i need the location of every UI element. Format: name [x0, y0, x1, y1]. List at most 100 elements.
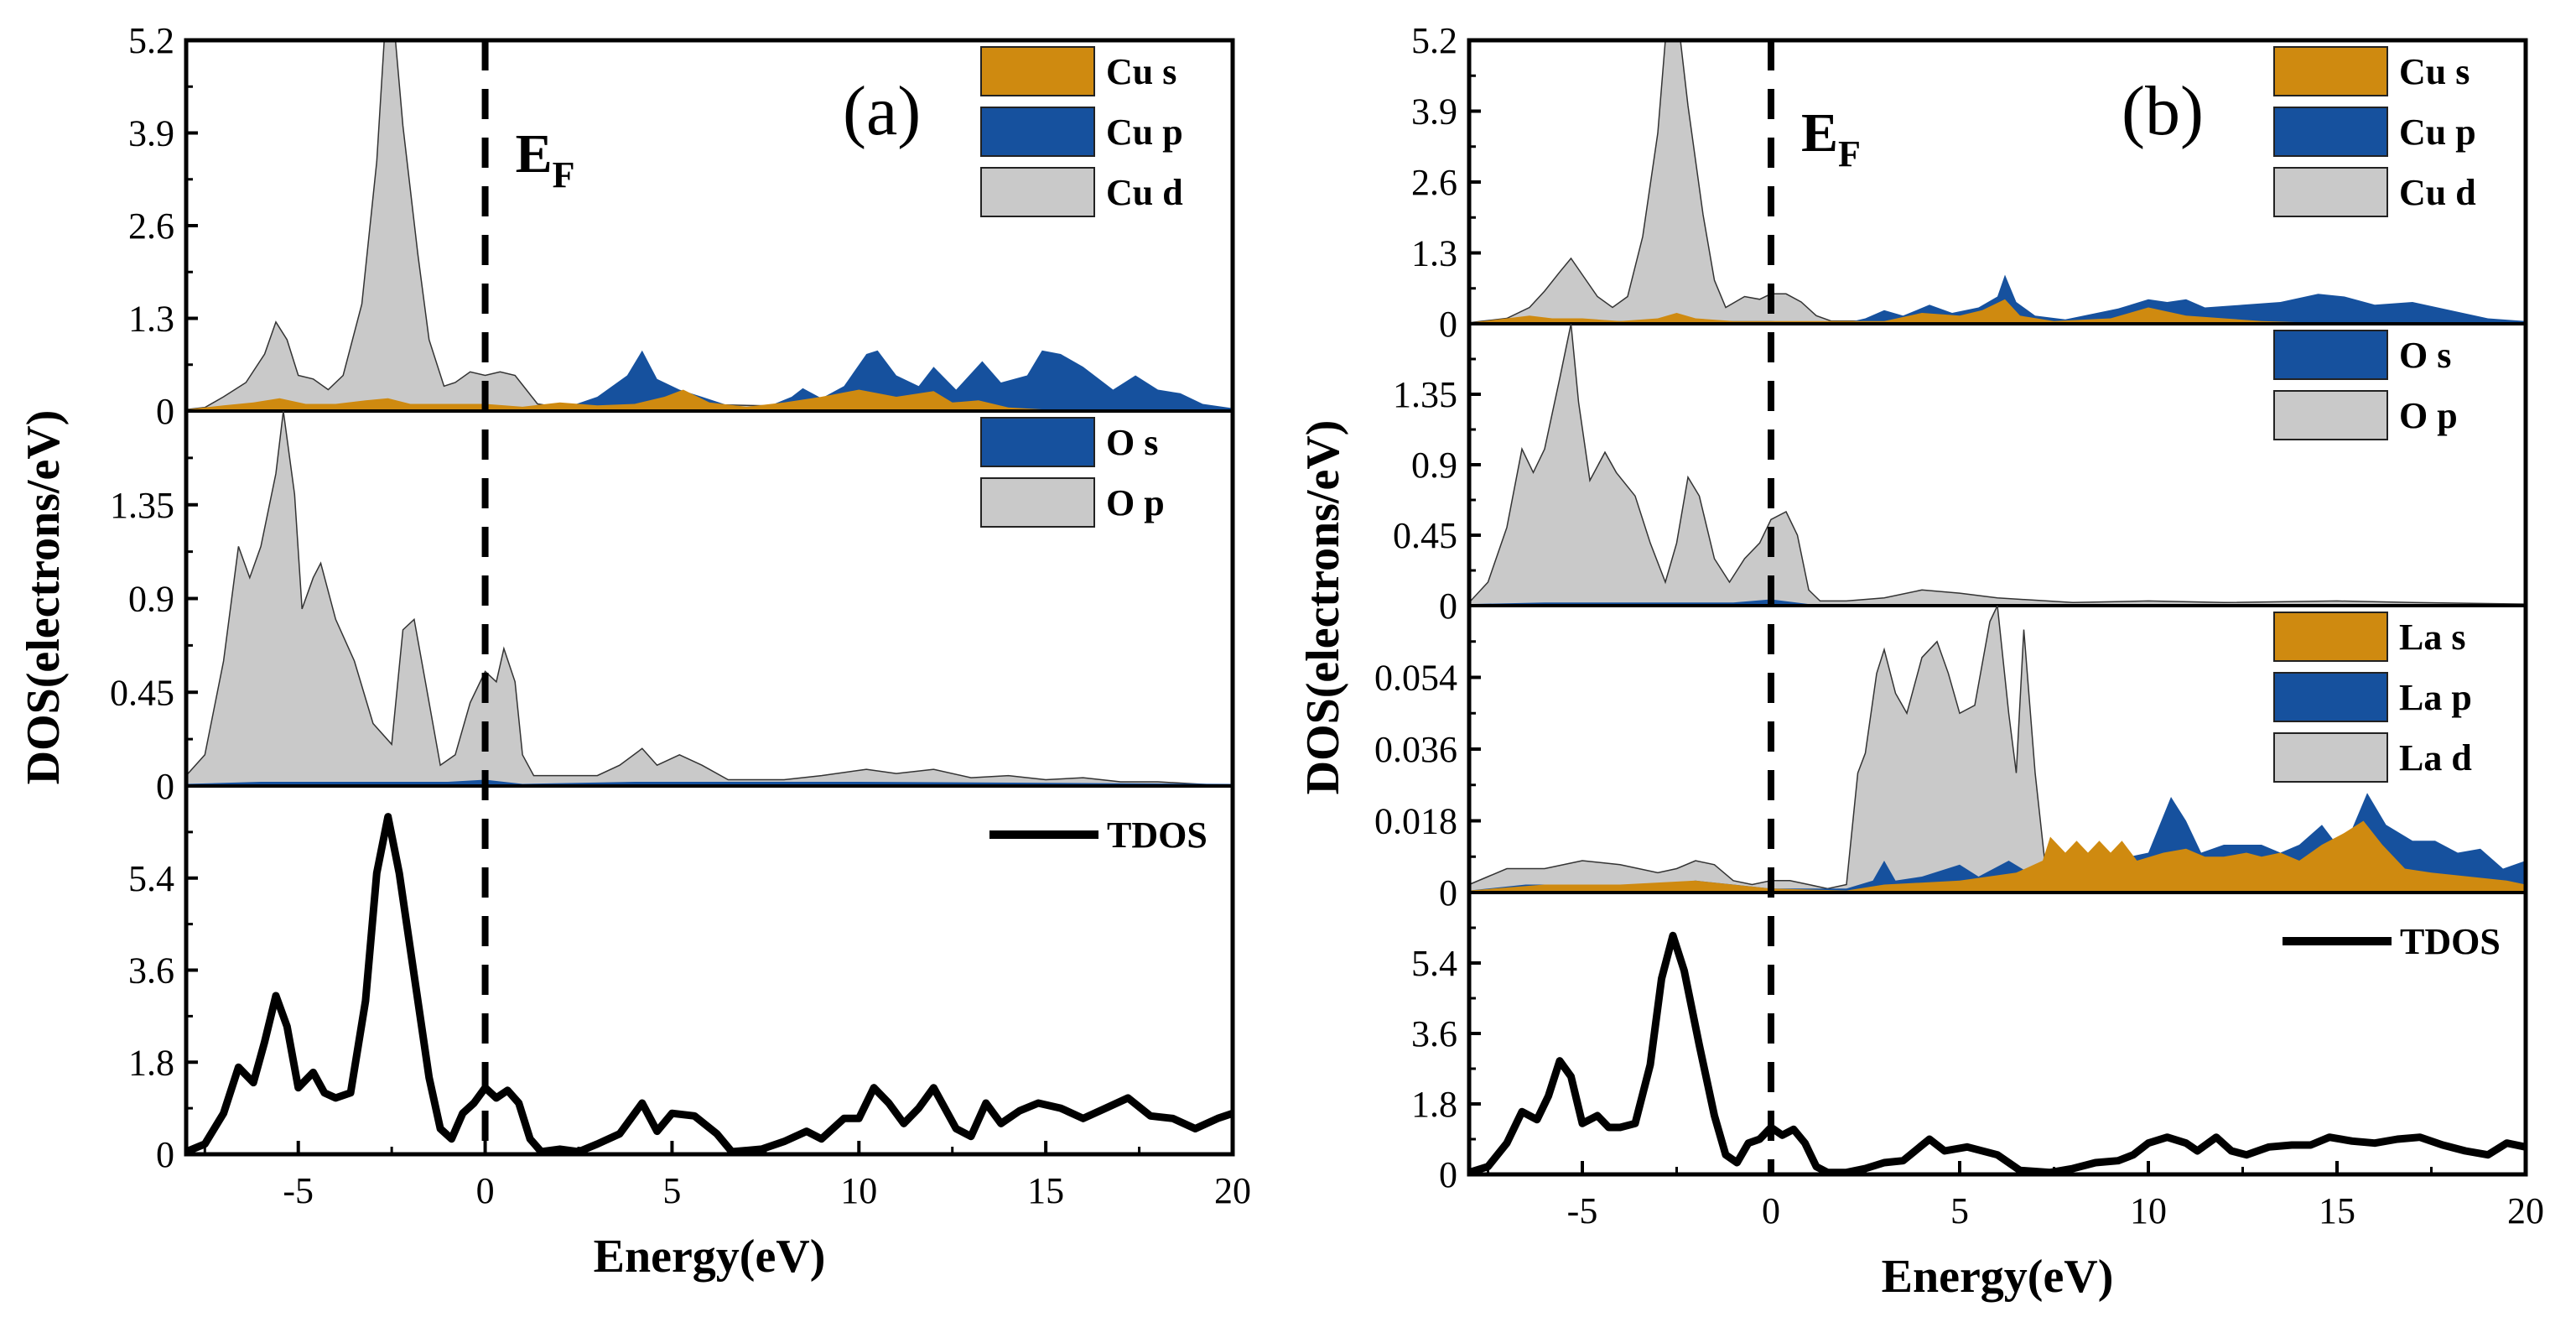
- panel-label: (b): [2122, 72, 2204, 150]
- ytick-label: 2.6: [128, 206, 174, 247]
- area-o-p: [186, 411, 1233, 786]
- ytick-label: 0.036: [1374, 729, 1457, 770]
- legend-swatch: [2273, 732, 2388, 783]
- ytick-label: 0.9: [128, 579, 174, 620]
- area-cu-s: [1469, 299, 2526, 324]
- xtick-label: -5: [283, 1170, 314, 1211]
- legend-label: Cu p: [1106, 112, 1183, 153]
- ytick-label: 0.054: [1374, 658, 1457, 699]
- xtick-label: 0: [1762, 1190, 1780, 1231]
- subplot-tdos: 0 1.8 3.6 5.4 TDOS: [128, 813, 1233, 1175]
- ytick-label: 0: [1439, 872, 1457, 914]
- legend-label: Cu d: [2399, 172, 2476, 213]
- area-cu-s: [186, 389, 1233, 411]
- legend-cu: Cu s Cu p Cu d: [2273, 46, 2476, 217]
- xtick-label: -5: [1567, 1190, 1598, 1231]
- legend-swatch: [980, 477, 1095, 528]
- legend-swatch: [980, 417, 1095, 467]
- ytick-label: 3.6: [1411, 1013, 1457, 1054]
- ytick-label: 5.4: [1411, 943, 1457, 984]
- area-cu-p: [1469, 274, 2526, 324]
- legend-o: O s O p: [980, 417, 1165, 528]
- legend-label: TDOS: [2400, 921, 2501, 962]
- ytick-label: 5.4: [128, 858, 174, 899]
- ytick-label: 3.6: [128, 950, 174, 992]
- xtick-label: 20: [2507, 1190, 2544, 1231]
- legend-tdos: TDOS: [2283, 921, 2501, 962]
- ytick-label: 1.3: [128, 299, 174, 340]
- ytick-label: 0.018: [1374, 801, 1457, 842]
- fermi-label-main: E: [1801, 102, 1838, 164]
- legend-cu: Cu s Cu p Cu d: [980, 46, 1183, 217]
- legend-swatch: [2273, 107, 2388, 157]
- legend-swatch: [2273, 390, 2388, 440]
- legend-label: Cu p: [2399, 112, 2476, 153]
- legend-label: TDOS: [1107, 815, 1208, 856]
- xtick-label: 5: [662, 1170, 681, 1211]
- ytick-label: 0: [1439, 1154, 1457, 1195]
- legend-label: La d: [2399, 737, 2472, 778]
- ytick-label: 0: [156, 766, 174, 807]
- series-group: [186, 813, 1233, 1154]
- ytick-label: 5.2: [128, 20, 174, 61]
- legend-label: O p: [1106, 482, 1165, 523]
- legend-label: Cu d: [1106, 172, 1183, 213]
- panel-b: 0 1.3 2.6 3.9 5.2 Cu s Cu p Cu d 0 0.45 0.9 1.35 O s…: [1297, 20, 2544, 1303]
- area-cu-p: [186, 350, 1233, 411]
- xtick-label: 10: [2130, 1190, 2167, 1231]
- ytick-label: 1.35: [110, 485, 174, 526]
- series-group: [186, 411, 1233, 786]
- ytick-label: 1.8: [1411, 1084, 1457, 1125]
- tdos-line: [186, 813, 1233, 1154]
- panel-label: (a): [843, 72, 921, 150]
- tdos-line: [1469, 931, 2526, 1174]
- series-group: [1469, 606, 2526, 893]
- series-group: [1469, 931, 2526, 1174]
- fermi-label-main: E: [516, 123, 553, 185]
- ytick-label: 3.9: [128, 113, 174, 154]
- subplot-o: 0 0.45 0.9 1.35 O s O p: [110, 411, 1233, 807]
- fermi-label-sub: F: [553, 154, 575, 195]
- ytick-label: 1.35: [1393, 374, 1457, 415]
- subplot-tdos: 0 1.8 3.6 5.4 TDOS: [1411, 921, 2526, 1195]
- ytick-label: 0: [156, 1134, 174, 1175]
- area-la-d: [1469, 606, 2526, 893]
- legend-swatch: [2273, 46, 2388, 96]
- ytick-label: 1.3: [1411, 233, 1457, 274]
- subplot-la: 0 0.018 0.036 0.054 La s La p La d: [1374, 606, 2526, 914]
- legend-o: O s O p: [2273, 330, 2458, 440]
- ytick-label: 0: [1439, 586, 1457, 627]
- legend-swatch: [980, 167, 1095, 217]
- legend-label: La s: [2399, 617, 2465, 658]
- series-group: [1469, 40, 2526, 324]
- plot-frame: [184, 38, 1235, 1157]
- area-o-p: [1469, 324, 2526, 606]
- xtick-label: 20: [1214, 1170, 1251, 1211]
- ytick-label: 3.9: [1411, 91, 1457, 133]
- legend-label: O p: [2399, 395, 2458, 436]
- legend-label: La p: [2399, 677, 2472, 718]
- legend-label: O s: [2399, 335, 2451, 376]
- y-axis-label: DOS(electrons/eV): [18, 410, 70, 785]
- ytick-label: 0.9: [1411, 445, 1457, 486]
- x-axis-label: Energy(eV): [1882, 1251, 2114, 1303]
- legend-label: Cu s: [1106, 51, 1176, 92]
- ytick-label: 1.8: [128, 1042, 174, 1083]
- legend-swatch: [2273, 672, 2388, 722]
- legend-swatch: [2273, 167, 2388, 217]
- ytick-label: 0: [156, 391, 174, 432]
- fermi-label-sub: F: [1838, 133, 1861, 174]
- xtick-label: 5: [1950, 1190, 1969, 1231]
- ytick-label: 2.6: [1411, 162, 1457, 203]
- panel-a: 0 1.3 2.6 3.9 5.2 Cu s Cu p Cu d 0 0.45 0.9 1.35 O s…: [18, 20, 1251, 1283]
- subplot-o: 0 0.45 0.9 1.35 O s O p: [1393, 324, 2526, 627]
- area-la-s: [1469, 820, 2526, 893]
- xtick-label: 10: [840, 1170, 877, 1211]
- x-axis-label: Energy(eV): [594, 1231, 826, 1283]
- legend-swatch: [980, 107, 1095, 157]
- legend-swatch: [980, 46, 1095, 96]
- ytick-label: 0: [1439, 304, 1457, 345]
